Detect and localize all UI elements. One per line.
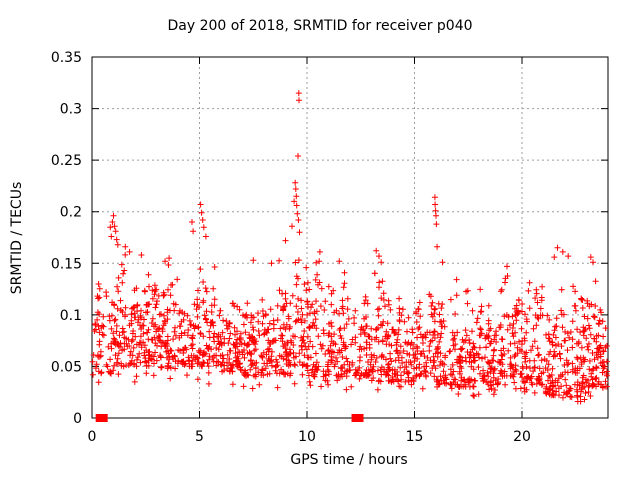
axis-gap-square-marker	[95, 414, 108, 422]
x-tick-label: 5	[195, 429, 204, 445]
x-tick-label: 15	[406, 429, 424, 445]
y-tick-label: 0.1	[60, 308, 82, 324]
y-tick-label: 0.2	[60, 205, 82, 221]
chart-title: Day 200 of 2018, SRMTID for receiver p04…	[167, 18, 472, 34]
x-tick-label: 10	[298, 429, 316, 445]
tick-labels: 0 5 10 15 20 0 0.05 0.1 0.15 0.2 0.25 0.3 0.35	[51, 50, 531, 445]
axis-gap-markers	[95, 414, 364, 422]
y-tick-label: 0.25	[51, 153, 82, 169]
x-tick-label: 0	[88, 429, 97, 445]
x-axis-label: GPS time / hours	[290, 452, 407, 468]
x-tick-label: 20	[513, 429, 531, 445]
plot-border	[91, 56, 609, 419]
y-tick-label: 0.05	[51, 359, 82, 375]
axis-gap-square-marker	[351, 414, 364, 422]
y-axis-label: SRMTID / TECUs	[9, 182, 25, 295]
y-tick-label: 0.3	[60, 102, 82, 118]
y-tick-label: 0.15	[51, 256, 82, 272]
grid-lines	[92, 57, 608, 418]
y-tick-label: 0	[73, 411, 82, 427]
y-tick-label: 0.35	[51, 50, 82, 66]
data-points	[89, 90, 610, 405]
